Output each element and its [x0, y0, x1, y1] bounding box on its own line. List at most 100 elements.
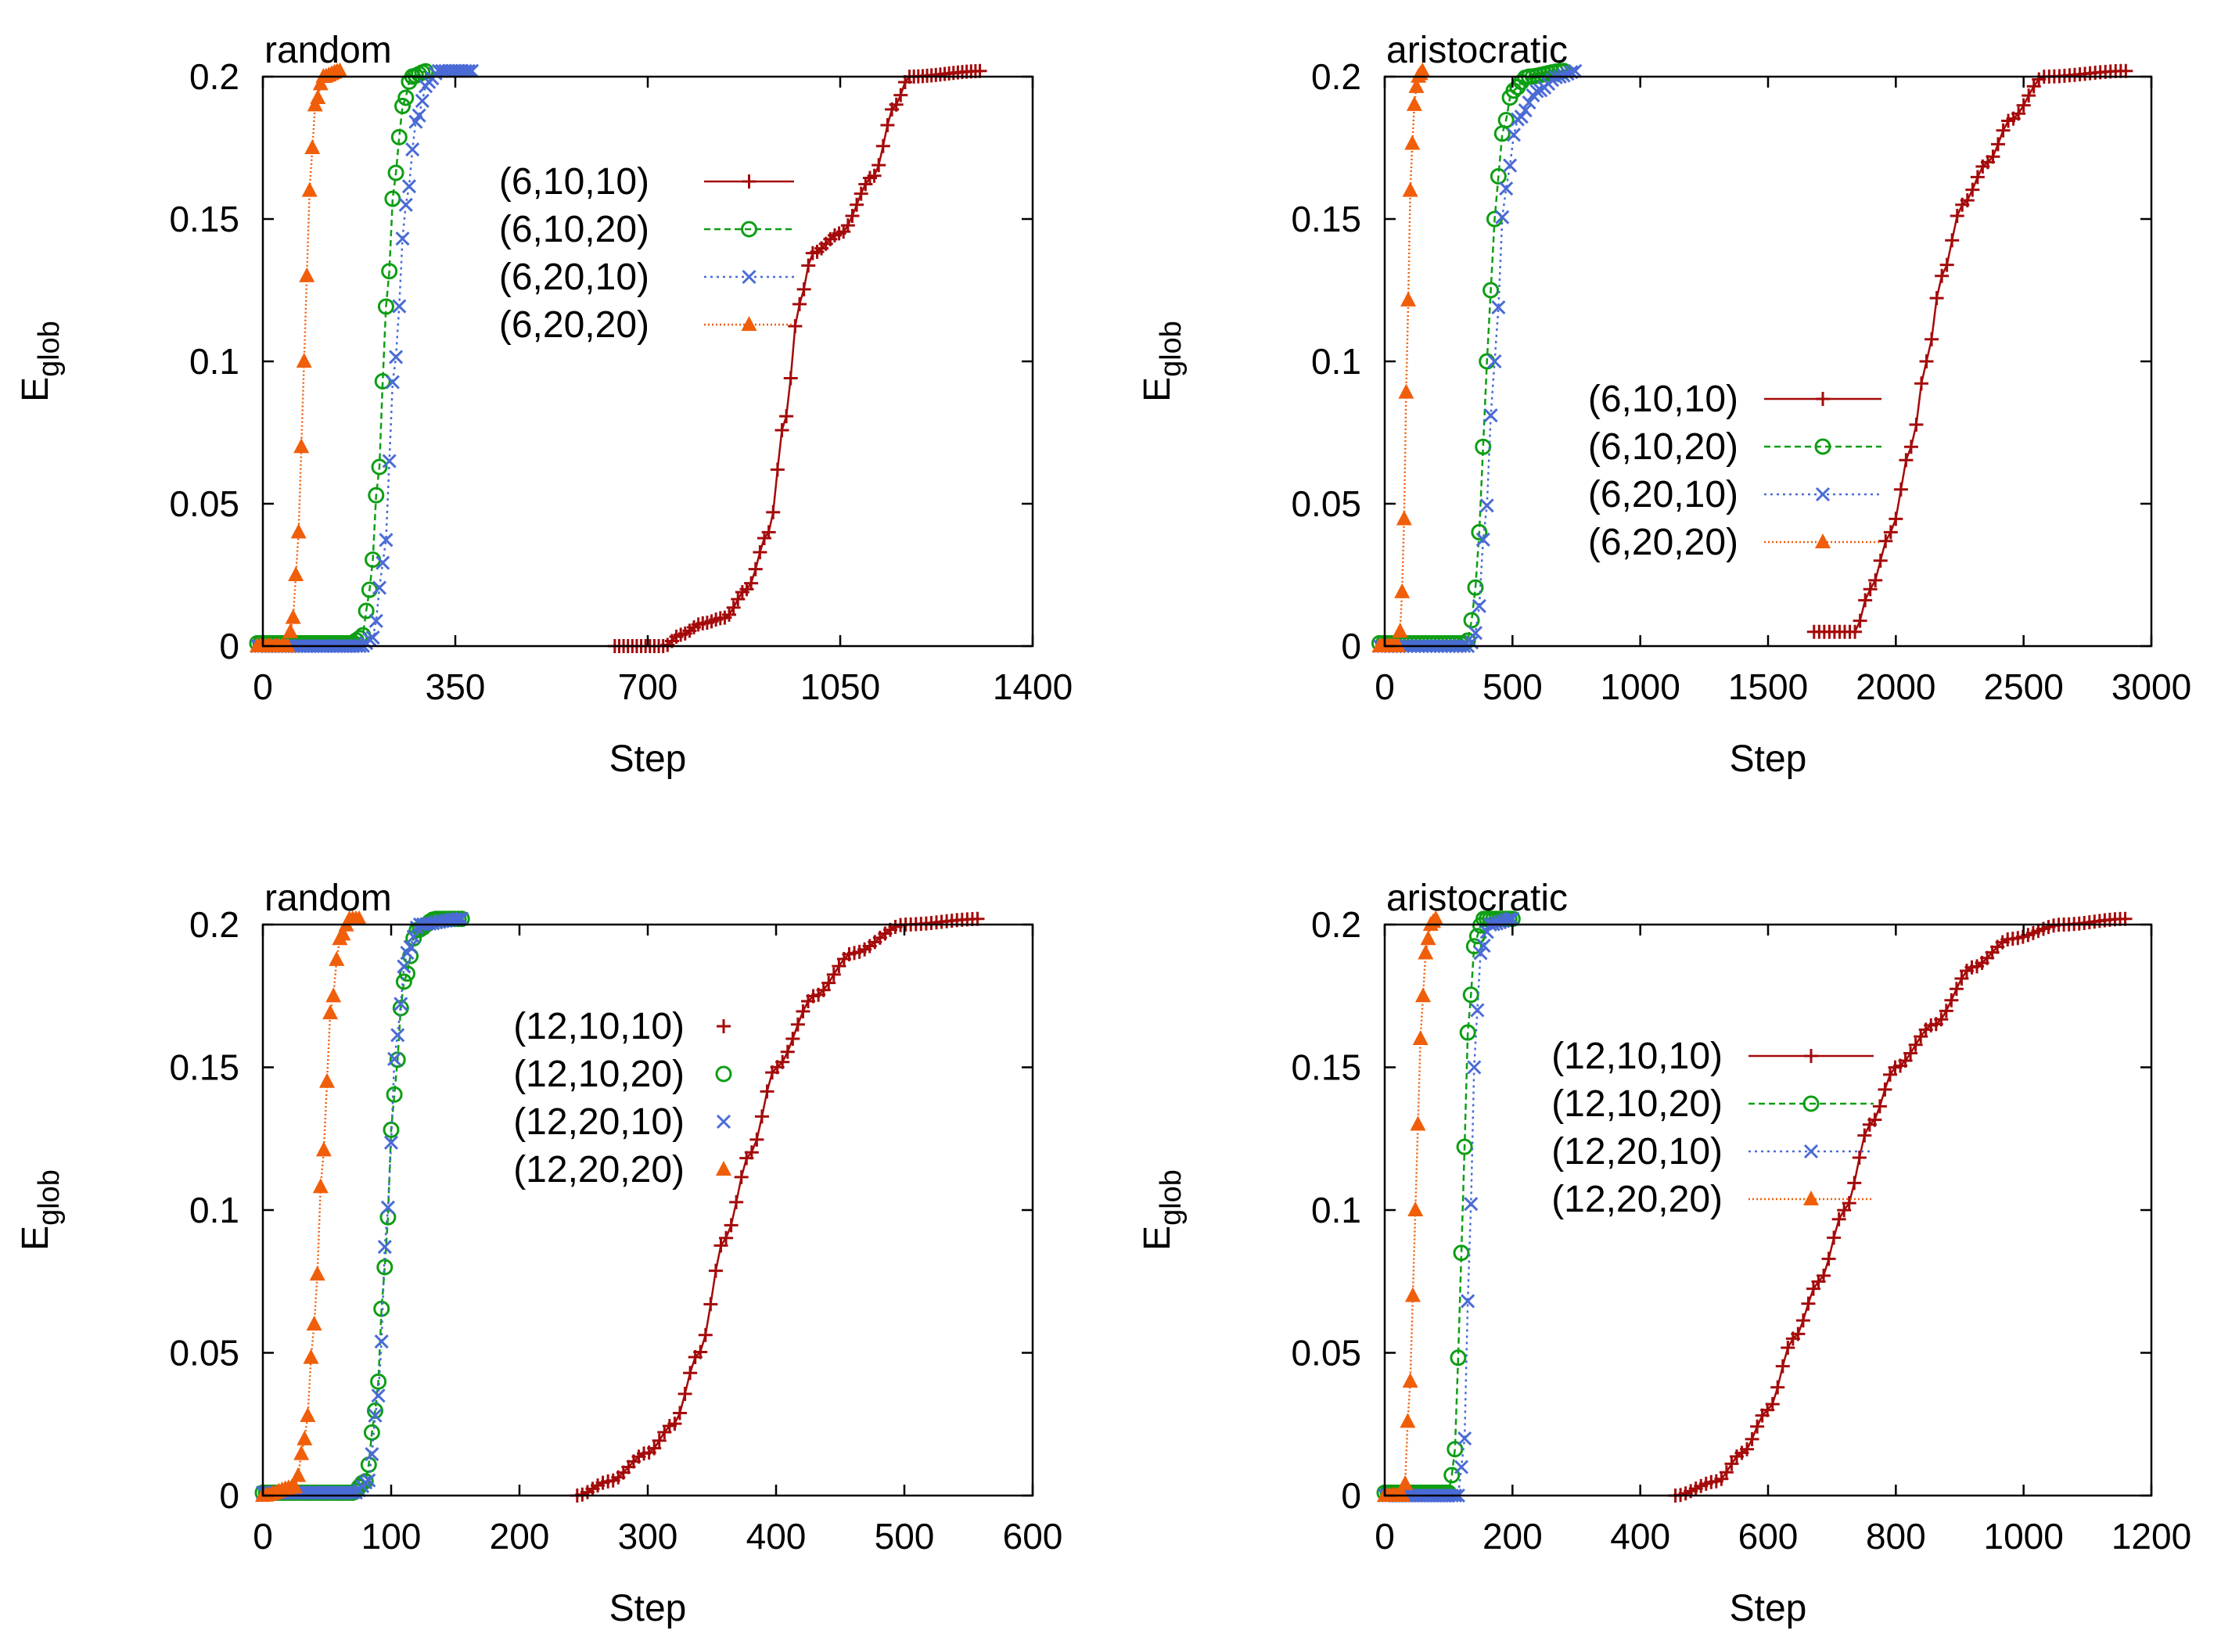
series-line — [1379, 70, 1576, 648]
x-tick-label: 600 — [1003, 1516, 1063, 1557]
data-point — [455, 911, 469, 926]
data-point — [296, 353, 312, 368]
data-point — [1939, 1004, 1953, 1018]
data-point — [1447, 1441, 1464, 1458]
data-point — [867, 168, 882, 183]
data-point — [1479, 498, 1494, 513]
data-point — [748, 562, 763, 576]
data-point — [1443, 1467, 1461, 1484]
x-tick-label: 0 — [1375, 1516, 1395, 1557]
y-tick-label: 0.05 — [1291, 1333, 1361, 1374]
series-line — [1385, 918, 1513, 1494]
data-point — [1404, 1287, 1421, 1302]
data-point — [754, 1109, 769, 1124]
data-point — [1475, 438, 1492, 455]
data-point — [372, 580, 387, 595]
data-point — [2022, 88, 2036, 103]
legend-marker — [1804, 1049, 1818, 1063]
data-point — [1848, 624, 1863, 639]
data-point — [2118, 911, 2133, 926]
data-point — [1454, 1460, 1469, 1474]
data-point — [403, 939, 418, 954]
data-point — [461, 63, 476, 78]
data-point — [1450, 1349, 1467, 1366]
y-tick-label: 0 — [1341, 1475, 1361, 1516]
data-point — [753, 545, 767, 560]
data-point — [1986, 149, 2000, 164]
data-point — [381, 263, 398, 280]
panel-title: random — [264, 878, 392, 919]
data-point — [1842, 1196, 1856, 1211]
data-point — [282, 623, 299, 638]
y-tick-label: 0.15 — [169, 199, 239, 239]
data-point — [734, 1169, 749, 1184]
data-point — [1495, 210, 1510, 224]
data-point — [1795, 1313, 1810, 1328]
data-point — [1410, 1115, 1426, 1131]
data-point — [693, 1345, 708, 1359]
data-point — [1487, 354, 1502, 369]
data-point — [703, 1297, 718, 1312]
x-tick-label: 600 — [1738, 1516, 1799, 1557]
data-point — [1402, 1373, 1418, 1388]
y-tick-label: 0.05 — [169, 483, 239, 524]
data-point — [821, 975, 836, 990]
data-point — [713, 1238, 728, 1253]
data-point — [652, 1433, 667, 1448]
data-point — [1858, 593, 1873, 608]
legend-label: (6,10,20) — [499, 209, 649, 250]
series-(6,20,20) — [249, 62, 348, 652]
data-point — [840, 218, 855, 233]
data-point — [358, 602, 375, 620]
data-point — [780, 1044, 795, 1059]
legend-marker — [1815, 487, 1831, 502]
data-point — [1914, 376, 1928, 391]
series-(6,10,10) — [1806, 63, 2133, 639]
data-point — [351, 910, 367, 925]
data-point — [2016, 98, 2031, 113]
data-point — [677, 1386, 692, 1401]
series-line — [1813, 70, 2126, 634]
x-tick-label: 700 — [618, 666, 678, 707]
data-point — [1407, 1201, 1424, 1216]
legend-marker — [1814, 438, 1831, 455]
series-line — [1385, 918, 1437, 1497]
x-tick-label: 400 — [746, 1516, 807, 1557]
data-point — [1556, 68, 1571, 83]
data-point — [647, 1441, 662, 1456]
data-point — [1467, 579, 1484, 596]
y-tick-label: 0.15 — [1291, 1047, 1361, 1088]
series-(12,20,10) — [255, 911, 469, 1500]
x-tick-label: 200 — [1482, 1516, 1543, 1557]
data-point — [826, 967, 841, 982]
y-tick-label: 0.1 — [1311, 341, 1361, 382]
data-point — [1970, 170, 1985, 185]
data-point — [1503, 158, 1518, 173]
data-point — [285, 609, 301, 624]
data-point — [304, 139, 321, 154]
data-point — [783, 371, 798, 386]
legend-marker — [1802, 1095, 1820, 1112]
x-tick-label: 800 — [1866, 1516, 1926, 1557]
data-point — [1462, 986, 1479, 1004]
legend: (6,10,10) (6,10,20) (6,20,10) (6,20,20) — [499, 161, 794, 346]
data-point — [1817, 1268, 1831, 1283]
data-point — [1791, 1327, 1806, 1341]
x-axis-label: Step — [609, 1588, 687, 1629]
data-point — [394, 997, 408, 1011]
legend-label: (12,10,20) — [1551, 1083, 1723, 1125]
x-tick-label: 3000 — [2111, 666, 2191, 707]
data-point — [1514, 110, 1529, 124]
data-point — [845, 209, 860, 224]
data-point — [382, 454, 397, 469]
data-point — [761, 525, 776, 540]
data-point — [1929, 291, 1944, 306]
data-point — [850, 197, 864, 212]
data-point — [1950, 209, 1964, 224]
data-point — [368, 487, 385, 504]
data-point — [312, 1178, 329, 1194]
data-point — [722, 607, 737, 622]
data-point — [368, 1408, 383, 1423]
data-point — [319, 1072, 335, 1088]
x-tick-label: 500 — [1482, 666, 1543, 707]
